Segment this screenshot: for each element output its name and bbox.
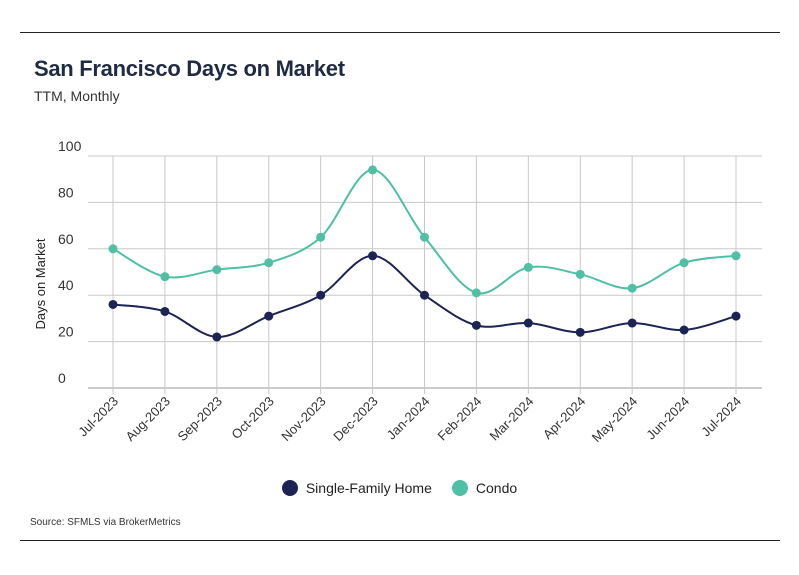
y-tick-0: 0 <box>58 370 66 386</box>
y-tick-60: 60 <box>58 231 74 247</box>
x-tick-Nov-2023: Nov-2023 <box>278 394 328 444</box>
point-single-family-home-Oct-2023 <box>264 311 274 321</box>
point-single-family-home-Jul-2023 <box>108 299 118 309</box>
point-condo-May-2024 <box>627 283 637 293</box>
bottom-rule <box>20 540 780 541</box>
x-tick-Jul-2023: Jul-2023 <box>75 394 121 440</box>
x-tick-May-2024: May-2024 <box>589 394 640 445</box>
point-single-family-home-Jan-2024 <box>420 290 429 300</box>
x-tick-Sep-2023: Sep-2023 <box>174 394 224 444</box>
series-group <box>108 165 741 342</box>
x-tick-Oct-2023: Oct-2023 <box>228 394 276 442</box>
point-single-family-home-May-2024 <box>627 318 637 328</box>
point-condo-Jun-2024 <box>679 258 689 268</box>
chart-subtitle: TTM, Monthly <box>34 88 120 104</box>
point-condo-Jul-2024 <box>731 251 741 261</box>
legend-item-condo[interactable]: Condo <box>451 480 518 496</box>
point-condo-Mar-2024 <box>523 262 533 272</box>
point-single-family-home-Dec-2023 <box>368 251 378 261</box>
point-single-family-home-Jun-2024 <box>679 325 689 335</box>
point-condo-Nov-2023 <box>316 232 326 242</box>
point-single-family-home-Feb-2024 <box>471 320 481 330</box>
legend-label-single-family: Single-Family Home <box>305 480 432 496</box>
point-condo-Jan-2024 <box>420 232 429 242</box>
point-condo-Oct-2023 <box>264 258 274 268</box>
legend-label-condo: Condo <box>475 480 518 496</box>
x-tick-Jul-2024: Jul-2024 <box>698 394 744 440</box>
x-tick-labels: Jul-2023 Aug-2023 Sep-2023 Oct-2023 Nov-2023… <box>75 394 744 445</box>
point-condo-Jul-2023 <box>108 244 118 254</box>
legend-item-single-family[interactable]: Single-Family Home <box>281 480 432 496</box>
y-tick-80: 80 <box>58 184 74 200</box>
chart-title: San Francisco Days on Market <box>34 56 345 81</box>
top-rule <box>20 32 780 33</box>
y-tick-labels: 0 20 40 60 80 100 <box>58 138 82 386</box>
source-note: Source: SFMLS via BrokerMetrics <box>30 517 181 528</box>
point-condo-Aug-2023 <box>160 272 170 282</box>
x-tick-Mar-2024: Mar-2024 <box>487 394 537 444</box>
legend: Single-Family Home Condo <box>0 480 799 496</box>
point-single-family-home-Mar-2024 <box>523 318 533 328</box>
y-tick-100: 100 <box>58 138 82 154</box>
point-single-family-home-Nov-2023 <box>316 290 326 300</box>
point-single-family-home-Jul-2024 <box>731 311 741 321</box>
x-tick-Jan-2024: Jan-2024 <box>384 394 433 443</box>
y-tick-40: 40 <box>58 277 74 293</box>
point-single-family-home-Apr-2024 <box>575 327 585 337</box>
legend-marker-single-family <box>281 480 298 496</box>
x-tick-Feb-2024: Feb-2024 <box>435 394 485 444</box>
point-condo-Dec-2023 <box>368 165 378 175</box>
legend-marker-condo <box>451 480 468 496</box>
x-tick-Jun-2024: Jun-2024 <box>643 394 692 443</box>
x-tick-Aug-2023: Aug-2023 <box>123 394 173 444</box>
x-tick-Dec-2023: Dec-2023 <box>330 394 380 444</box>
y-axis-label: Days on Market <box>33 238 48 329</box>
point-single-family-home-Aug-2023 <box>160 306 170 316</box>
y-tick-20: 20 <box>58 324 74 340</box>
point-condo-Apr-2024 <box>575 269 585 279</box>
x-tick-Apr-2024: Apr-2024 <box>540 394 588 442</box>
point-condo-Feb-2024 <box>471 288 481 298</box>
point-single-family-home-Sep-2023 <box>212 332 222 342</box>
point-condo-Sep-2023 <box>212 265 222 275</box>
